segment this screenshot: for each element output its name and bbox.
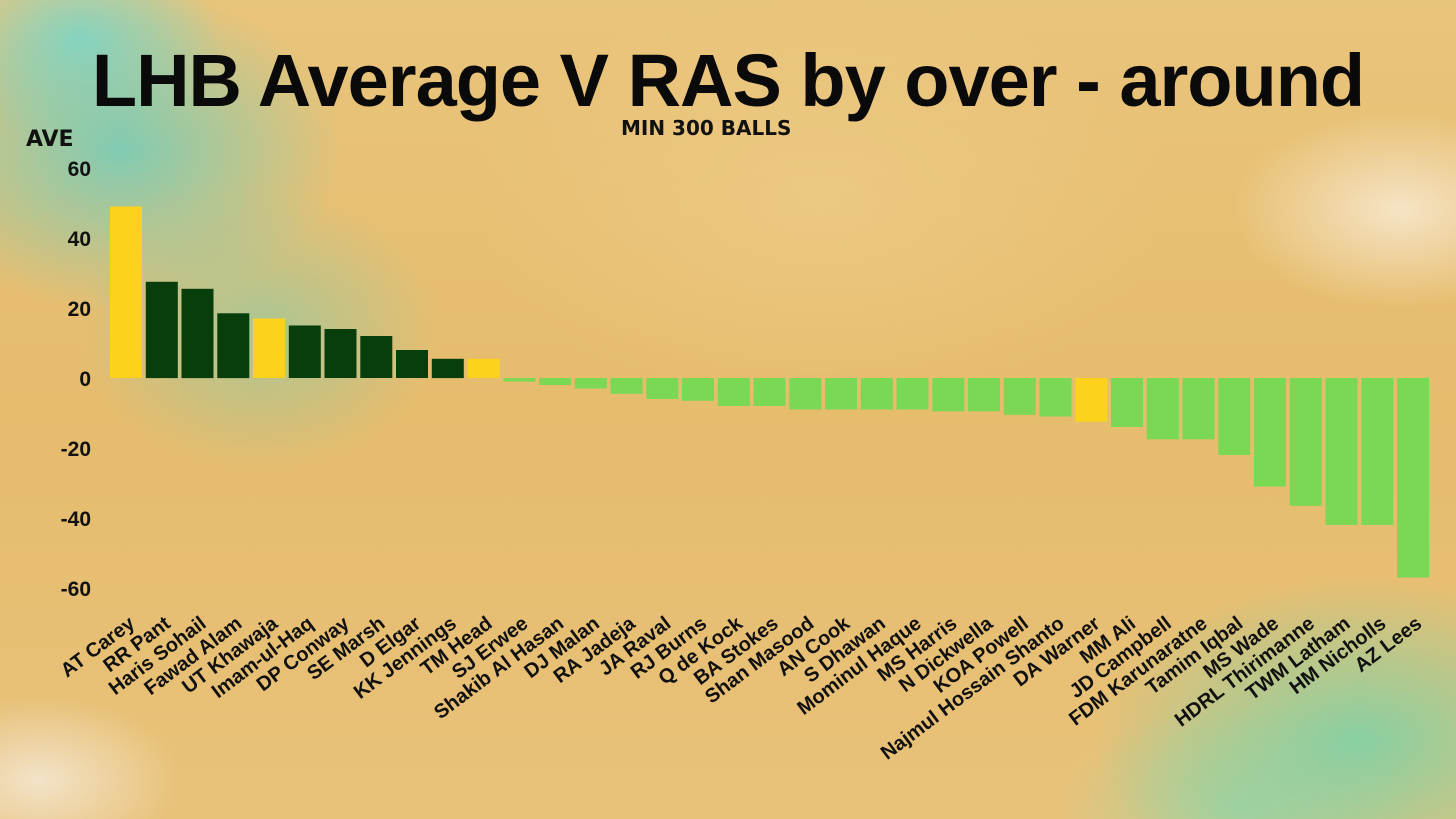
bar bbox=[682, 378, 714, 401]
bar bbox=[574, 378, 607, 389]
bar bbox=[503, 378, 536, 382]
bar bbox=[253, 318, 285, 378]
y-tick-label: 40 bbox=[68, 228, 91, 251]
bar bbox=[1361, 378, 1394, 525]
chart-title: LHB Average V RAS by over - around bbox=[91, 39, 1365, 122]
y-axis-title: AVE bbox=[26, 127, 74, 152]
bar bbox=[145, 281, 178, 379]
bar bbox=[467, 358, 500, 379]
bar bbox=[646, 378, 679, 399]
bar bbox=[396, 350, 428, 378]
y-axis-ticks: 60 40 20 0 -20 -40 -60 bbox=[61, 158, 91, 601]
bar bbox=[1254, 378, 1286, 487]
bar bbox=[110, 206, 142, 378]
bar bbox=[1325, 378, 1358, 525]
y-tick-label: -60 bbox=[61, 578, 91, 601]
bar bbox=[825, 378, 857, 410]
bar bbox=[1039, 378, 1072, 417]
bar bbox=[1146, 378, 1179, 440]
bar bbox=[1111, 378, 1143, 427]
bar bbox=[1218, 378, 1251, 455]
y-tick-label: -40 bbox=[61, 508, 91, 531]
bar bbox=[1075, 378, 1108, 422]
bar bbox=[1289, 378, 1322, 506]
bar bbox=[753, 378, 786, 406]
bars bbox=[110, 206, 1429, 578]
y-tick-label: 60 bbox=[68, 158, 91, 181]
chart-subtitle: MIN 300 BALLS bbox=[621, 116, 792, 140]
bar bbox=[288, 325, 321, 378]
y-tick-label: -20 bbox=[61, 438, 91, 461]
bar bbox=[324, 329, 357, 378]
y-tick-label: 20 bbox=[68, 298, 91, 321]
bar bbox=[610, 378, 643, 394]
bar bbox=[539, 378, 571, 385]
bar bbox=[431, 358, 464, 379]
bar bbox=[968, 378, 1000, 412]
bar bbox=[181, 288, 214, 379]
bar bbox=[1397, 378, 1429, 578]
bar bbox=[932, 378, 965, 412]
bar bbox=[1182, 378, 1215, 440]
bar bbox=[789, 378, 822, 410]
bar bbox=[360, 336, 393, 378]
bar bbox=[217, 313, 250, 379]
bar bbox=[717, 378, 750, 406]
bar bbox=[896, 378, 929, 410]
bar bbox=[1003, 378, 1036, 415]
y-tick-label: 0 bbox=[79, 368, 91, 391]
bar bbox=[860, 378, 893, 410]
